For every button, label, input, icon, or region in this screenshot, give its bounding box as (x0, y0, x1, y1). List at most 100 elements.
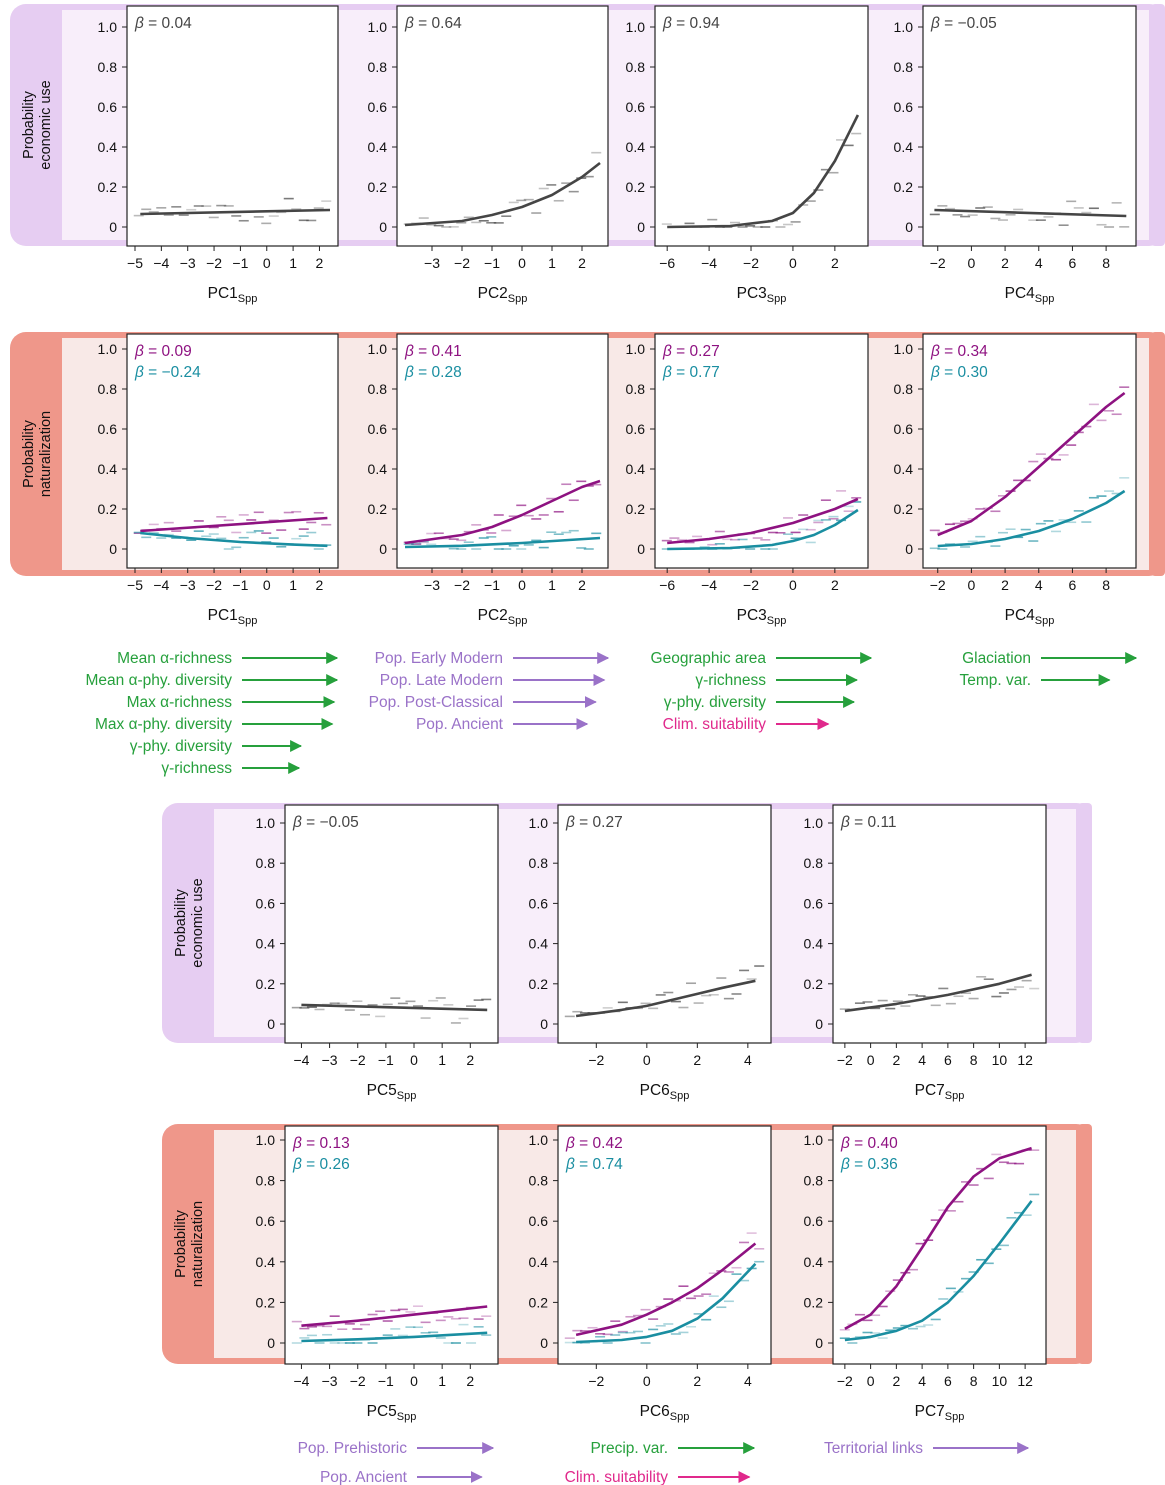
beta-value: = 0.30 (940, 364, 988, 381)
y-tick-label: 0.8 (529, 855, 549, 871)
series-line (301, 1003, 488, 1012)
beta-label: β = 0.09 (134, 343, 192, 360)
y-tick-label: 0.8 (368, 381, 388, 397)
x-tick-label: −4 (153, 577, 169, 593)
x-axis-title-subscript: Spp (945, 1411, 965, 1423)
drivers-pc6: Precip. var. Clim. suitability (565, 1440, 756, 1485)
x-axis-title: PC4Spp (1005, 285, 1055, 305)
x-tick-label: 2 (466, 1373, 474, 1389)
y-tick-label: 0.8 (98, 59, 118, 75)
x-tick-label: 2 (693, 1373, 701, 1389)
x-tick-label: −2 (350, 1052, 366, 1068)
x-tick-label: 1 (289, 255, 297, 271)
x-tick-label: −5 (127, 577, 143, 593)
y-tick-label: 0.8 (529, 1173, 549, 1189)
panel-econ-pc6: 0 0.2 0.4 0.6 0.8 1.0 −2 0 2 4 PC6Spp β = 0.27 (529, 804, 772, 1102)
x-tick-label: −1 (378, 1373, 394, 1389)
beta-symbol: β (565, 1156, 575, 1173)
x-tick-label: 0 (263, 255, 271, 271)
y-axis-title: Probabilitynaturalization (21, 411, 54, 497)
plot-area (396, 5, 609, 247)
x-tick-label: 0 (968, 255, 976, 271)
y-tick-label: 0.8 (626, 59, 646, 75)
y-tick-label: 0.4 (256, 936, 276, 952)
beta-label: β = 0.74 (565, 1156, 623, 1173)
plot-area (832, 804, 1047, 1044)
driver-label: Glaciation (962, 650, 1031, 667)
x-tick-label: 4 (744, 1373, 752, 1389)
y-tick-label: 1.0 (368, 19, 388, 35)
series-line (404, 536, 601, 549)
beta-label: β = 0.28 (404, 364, 462, 381)
plot-area (654, 5, 869, 247)
y-axis-title: Probabilitynaturalization (173, 1201, 206, 1287)
x-tick-label: 1 (438, 1052, 446, 1068)
x-tick-label: 10 (992, 1373, 1008, 1389)
band-right-cap (1078, 1124, 1092, 1364)
x-tick-label: −6 (659, 255, 675, 271)
y-tick-label: 0.4 (529, 936, 549, 952)
series-line (575, 1242, 757, 1337)
beta-value: = 0.36 (850, 1156, 898, 1173)
y-tick-label: 0.6 (98, 421, 118, 437)
x-tick-label: −4 (153, 255, 169, 271)
y-tick-label: 0.4 (894, 139, 914, 155)
x-tick-label: 6 (1069, 577, 1077, 593)
y-tick-label: 0.8 (894, 59, 914, 75)
y-tick-label: 1.0 (256, 815, 276, 831)
beta-label: β = 0.36 (840, 1156, 898, 1173)
beta-symbol: β (134, 15, 144, 32)
drivers-pc3: Geographic area γ-richness γ-phy. diversit… (651, 650, 873, 733)
x-tick-label: 1 (548, 577, 556, 593)
x-tick-label: 0 (643, 1373, 651, 1389)
y-tick-label: 1.0 (804, 815, 824, 831)
driver-label: γ-phy. diversity (130, 738, 232, 755)
y-axis-title-line: economic use (38, 80, 54, 169)
x-tick-label: 2 (831, 255, 839, 271)
series-line (667, 508, 859, 551)
series-line (301, 1331, 488, 1343)
x-tick-label: −2 (454, 255, 470, 271)
x-tick-label: −6 (659, 577, 675, 593)
x-tick-label: 0 (263, 577, 271, 593)
y-axis-title: Probabilityeconomic use (173, 878, 206, 967)
beta-label: β = 0.27 (662, 343, 720, 360)
x-axis-title-subscript: Spp (397, 1411, 417, 1423)
x-axis-title-subscript: Spp (238, 615, 258, 627)
x-tick-label: −2 (837, 1052, 853, 1068)
y-tick-label: 0.4 (529, 1254, 549, 1270)
beta-value: = 0.28 (414, 364, 462, 381)
series-line (844, 1146, 1032, 1330)
x-tick-label: 4 (1035, 255, 1043, 271)
y-tick-label: 1.0 (256, 1132, 276, 1148)
x-tick-label: 12 (1017, 1052, 1033, 1068)
y-tick-label: 0.6 (894, 99, 914, 115)
driver-label: γ-richness (161, 760, 232, 777)
x-axis-title: PC1Spp (208, 285, 258, 305)
series-line (404, 161, 601, 227)
y-tick-label: 0.4 (98, 139, 118, 155)
y-axis-title-line: economic use (190, 878, 206, 967)
plot-area (557, 1125, 772, 1365)
y-tick-label: 1.0 (98, 19, 118, 35)
x-tick-label: 2 (578, 255, 586, 271)
x-axis-title-main: PC1 (208, 607, 238, 624)
y-tick-label: 0.2 (529, 976, 549, 992)
x-tick-label: 0 (518, 577, 526, 593)
series-line (301, 1305, 488, 1327)
y-tick-label: 0.4 (804, 1254, 824, 1270)
series-line (937, 489, 1126, 548)
x-axis-title: PC3Spp (737, 285, 787, 305)
x-tick-label: 2 (1001, 577, 1009, 593)
plot-area (654, 333, 869, 569)
beta-label: β = 0.13 (292, 1135, 350, 1152)
beta-label: β = 0.26 (292, 1156, 350, 1173)
beta-value: = 0.11 (850, 814, 897, 831)
y-tick-label: 0.6 (256, 1213, 276, 1229)
beta-label: β = −0.05 (292, 814, 359, 831)
driver-label: Pop. Ancient (320, 1469, 408, 1485)
y-tick-label: 0.2 (804, 976, 824, 992)
x-axis-title-main: PC3 (737, 607, 767, 624)
